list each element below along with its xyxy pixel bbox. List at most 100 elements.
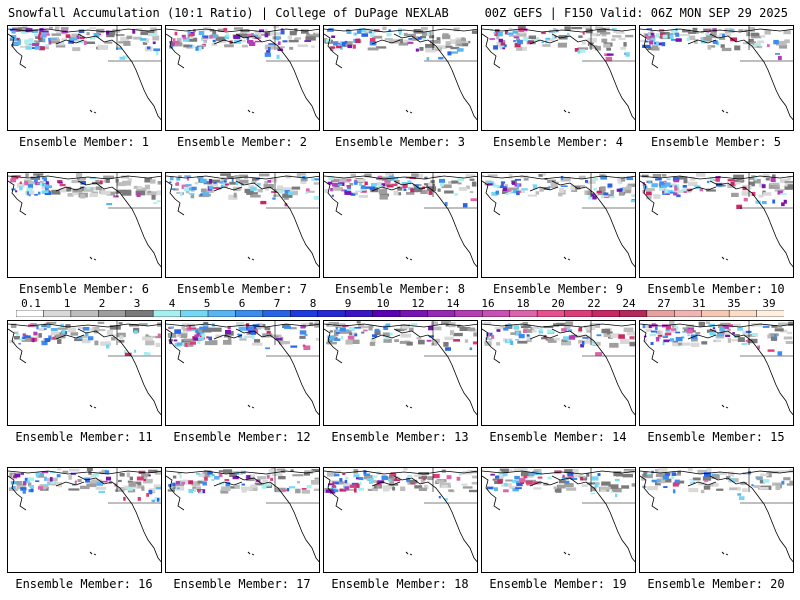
snow-cell — [285, 174, 292, 179]
snow-cell — [761, 184, 766, 189]
snow-cell — [272, 197, 276, 200]
snow-cell — [422, 38, 426, 42]
snow-cell — [651, 479, 659, 483]
snow-cell — [202, 472, 210, 478]
snow-cell — [126, 488, 134, 491]
snow-cell — [339, 488, 347, 492]
aleutian-chain — [213, 481, 243, 487]
snow-cell — [417, 174, 424, 178]
snow-cell — [597, 473, 601, 477]
ensemble-member-map — [481, 25, 636, 131]
snowfall-colorbar — [16, 310, 784, 317]
snow-cell — [517, 190, 521, 193]
hawaii — [89, 109, 97, 114]
snow-cell — [643, 471, 648, 477]
snow-cell — [439, 182, 444, 187]
snow-cell — [408, 38, 413, 40]
snow-cell — [767, 334, 778, 339]
snow-cell — [41, 190, 49, 194]
snow-cell — [35, 480, 40, 482]
hawaii — [247, 109, 255, 114]
snow-cell — [449, 330, 455, 336]
aleutian-chain — [213, 334, 243, 340]
border — [108, 26, 161, 62]
snow-cell — [37, 191, 41, 195]
border — [740, 26, 793, 62]
border — [582, 468, 635, 504]
snow-cell — [385, 173, 393, 176]
snow-cell — [71, 33, 82, 38]
snow-cell — [93, 326, 100, 332]
snow-cell — [344, 191, 352, 195]
snow-cell — [719, 37, 726, 40]
snow-cell — [427, 476, 434, 481]
coastline — [551, 180, 635, 268]
snow-cell — [37, 486, 44, 490]
aleutian-chain — [371, 481, 401, 487]
snow-cell — [459, 41, 469, 47]
snow-cell — [27, 181, 36, 185]
snow-cell — [106, 344, 110, 349]
colorbar-swatch — [701, 310, 730, 317]
snow-cell — [757, 40, 765, 44]
hawaii — [405, 404, 413, 409]
snow-cell — [655, 473, 666, 478]
snow-cell — [384, 336, 389, 340]
snow-cell — [512, 190, 520, 194]
snow-cell — [626, 176, 634, 181]
snow-cell — [374, 330, 381, 335]
snow-cell — [708, 45, 716, 48]
snow-cell — [46, 324, 51, 329]
snow-cell — [438, 496, 441, 499]
snow-cell — [333, 489, 339, 493]
snow-cell — [289, 46, 294, 50]
snow-cell — [363, 329, 368, 332]
map-canvas — [166, 468, 319, 563]
snow-cell — [65, 186, 72, 192]
snow-cell — [264, 180, 269, 186]
snow-cell — [35, 35, 39, 39]
ensemble-member-label: Ensemble Member: 16 — [15, 577, 153, 591]
snow-cell — [212, 39, 216, 43]
snow-cell — [663, 340, 670, 343]
snow-cell — [751, 333, 758, 337]
snow-cell — [211, 42, 217, 46]
snow-cell — [609, 342, 619, 348]
snow-cell — [563, 324, 571, 329]
snow-cell — [95, 486, 107, 490]
snow-cell — [412, 189, 423, 193]
snow-cell — [157, 498, 160, 502]
snow-cell — [718, 472, 727, 475]
snow-cell — [669, 185, 673, 188]
snow-cell — [148, 469, 158, 474]
snow-cell — [202, 192, 210, 196]
snow-cell — [100, 341, 111, 346]
snow-cell — [666, 329, 678, 333]
snow-cell — [176, 37, 182, 43]
snow-cell — [36, 325, 39, 330]
snow-cell — [180, 191, 183, 197]
snow-cell — [774, 189, 785, 192]
snow-cell — [406, 33, 416, 37]
snow-cell — [93, 472, 99, 477]
snow-cell — [311, 480, 319, 485]
snow-cell — [528, 35, 536, 39]
snow-cell — [264, 28, 268, 33]
aleutian-chain — [371, 39, 401, 45]
snow-cell — [491, 191, 498, 196]
snow-cell — [135, 185, 142, 189]
snow-cell — [50, 331, 60, 336]
snow-cell — [306, 485, 312, 489]
snow-cell — [522, 329, 533, 333]
snow-cell — [246, 36, 250, 40]
snow-cell — [371, 183, 378, 187]
snow-cell — [344, 479, 348, 484]
snow-cell — [662, 475, 669, 480]
coastline — [324, 175, 477, 180]
snow-cell — [610, 333, 620, 338]
snow-cell — [57, 339, 62, 344]
snow-cell — [626, 331, 635, 336]
snow-cell — [190, 44, 193, 48]
snow-cell — [332, 485, 336, 487]
snow-cell — [567, 329, 573, 332]
